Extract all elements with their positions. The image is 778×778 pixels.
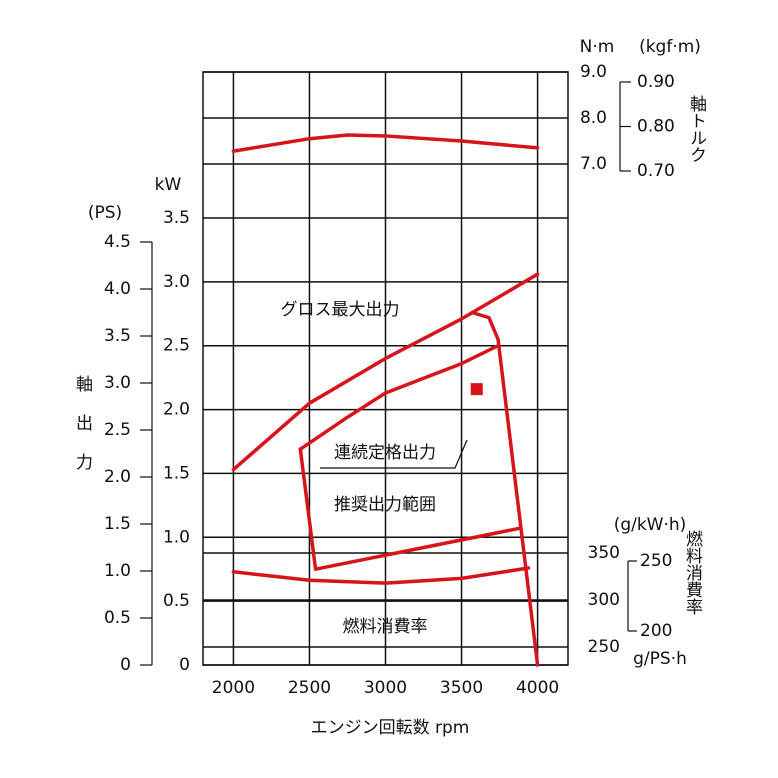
kw-tick-label: 0.5	[163, 591, 190, 611]
kw-tick-label: 2.0	[163, 400, 190, 420]
ps-tick-label: 0	[120, 655, 131, 675]
nm-tick-label: 9.0	[580, 62, 607, 82]
x-tick-label: 3000	[364, 678, 407, 698]
kw-tick-label: 0	[179, 655, 190, 675]
x-axis-title: エンジン回転数 rpm	[311, 718, 470, 738]
curve-label: 推奨出力範囲	[334, 495, 436, 515]
ps-tick-label: 1.5	[104, 514, 131, 534]
x-tick-label: 4000	[516, 678, 559, 698]
ps-tick-label: 1.0	[104, 561, 131, 581]
kw-axis-title: kW	[155, 175, 182, 195]
kw-tick-label: 3.0	[163, 272, 190, 292]
x-tick-label: 2500	[288, 678, 331, 698]
curve	[470, 310, 540, 667]
ps-tick-label: 2.5	[104, 420, 131, 440]
kw-tick-label: 2.5	[163, 336, 190, 356]
curve-label: グロス最大出力	[281, 300, 400, 320]
ps-tick-label: 0.5	[104, 608, 131, 628]
curve	[298, 343, 500, 451]
nm-axis-title: N·m	[580, 37, 615, 57]
nm-tick-label: 7.0	[580, 154, 607, 174]
gpsh-tick-label: 250	[640, 551, 672, 571]
ps-tick-label: 4.5	[104, 232, 131, 252]
x-tick-label: 2000	[212, 678, 255, 698]
kw-tick-label: 3.5	[163, 208, 190, 228]
ps-tick-label: 2.0	[104, 467, 131, 487]
curve-label: 連続定格出力	[334, 443, 436, 463]
kgfm-tick-label: 0.90	[637, 72, 675, 92]
curve	[231, 566, 531, 585]
curve-label: 燃料消費率	[343, 617, 428, 637]
kw-tick-label: 1.5	[163, 463, 190, 483]
kgfm-tick-label: 0.70	[637, 161, 675, 181]
gpsh-axis-title: g/PS·h	[633, 649, 687, 669]
kgfm-axis-title: (kgf·m)	[639, 37, 701, 57]
leader-line	[320, 439, 468, 469]
curve	[231, 272, 540, 472]
gkwh-tick-label: 300	[588, 590, 620, 610]
ps-tick-label: 3.0	[104, 373, 131, 393]
gpsh-tick-label: 200	[640, 621, 672, 641]
curve	[231, 133, 540, 153]
ps-axis-title: (PS)	[88, 203, 122, 223]
fuel-label: 燃料消費率	[682, 530, 703, 615]
curve	[298, 447, 522, 571]
x-tick-label: 3500	[440, 678, 483, 698]
power-label: 軸出力	[72, 375, 93, 492]
kgfm-tick-label: 0.80	[637, 117, 675, 137]
torque-label: 軸トルク	[686, 95, 707, 163]
ps-tick-label: 4.0	[104, 279, 131, 299]
gkwh-tick-label: 250	[588, 637, 620, 657]
kw-tick-label: 1.0	[163, 527, 190, 547]
marker	[470, 383, 483, 396]
gkwh-tick-label: 350	[588, 543, 620, 563]
nm-tick-label: 8.0	[580, 108, 607, 128]
ps-tick-label: 3.5	[104, 326, 131, 346]
gkwh-axis-title: (g/kW·h)	[614, 515, 687, 535]
